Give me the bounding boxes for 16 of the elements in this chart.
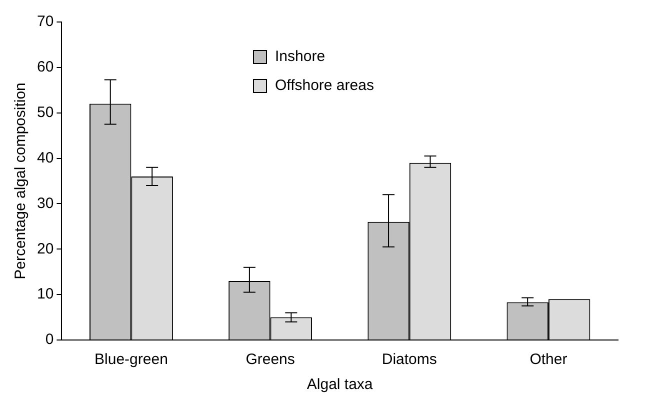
x-tick-label: Other [530,351,568,368]
y-tick-label: 40 [36,149,54,166]
y-tick-label: 50 [36,104,54,121]
legend-label: Offshore areas [275,77,374,94]
y-tick-label: 20 [36,240,54,258]
y-axis-title: Percentage algal composition [12,82,30,280]
x-tick-label: Greens [246,351,295,368]
x-axis-title: Algal taxa [306,376,374,394]
y-tick-label: 70 [36,13,54,30]
y-tick-label: 0 [45,331,54,348]
legend-label: Inshore [275,48,326,65]
y-tick-label: 60 [36,58,54,76]
y-tick-label: 10 [36,286,54,303]
x-tick-label: Blue-green [94,351,168,368]
y-tick-label: 30 [36,194,54,212]
x-tick-label: Diatoms [382,351,437,368]
